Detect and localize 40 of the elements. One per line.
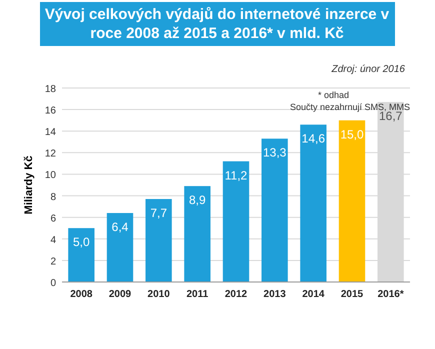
y-tick-label: 18 bbox=[44, 84, 56, 95]
bar bbox=[338, 120, 366, 282]
x-tick-label: 2013 bbox=[264, 289, 286, 300]
data-label: 7,7 bbox=[150, 206, 168, 220]
x-tick-label: 2010 bbox=[148, 289, 170, 300]
data-label: 5,0 bbox=[72, 235, 90, 250]
y-tick-label: 0 bbox=[50, 278, 56, 289]
x-tick-label: 2012 bbox=[224, 289, 248, 300]
x-tick-label: 2008 bbox=[70, 289, 93, 300]
bar bbox=[68, 228, 94, 282]
bar bbox=[184, 186, 210, 282]
x-tick-label: 2014 bbox=[302, 289, 325, 300]
y-tick-label: 8 bbox=[50, 192, 56, 203]
y-tick-label: 16 bbox=[44, 106, 56, 117]
text: Zdroj: únor 2016 bbox=[330, 64, 406, 75]
y-tick-label: 14 bbox=[44, 127, 56, 138]
y-tick-label: 4 bbox=[50, 234, 56, 246]
chart-title: Vývoj celkových výdajů do internetové inzerce v roce 2008 až 2015 a 2016* v mld. Kč bbox=[44, 6, 390, 42]
y-tick-label: 6 bbox=[50, 213, 56, 224]
data-label: 8,9 bbox=[188, 193, 206, 208]
y-tick-label: 10 bbox=[44, 170, 56, 182]
y-tick-label: 12 bbox=[44, 148, 56, 160]
data-label: 15,0 bbox=[340, 127, 364, 142]
bar bbox=[262, 138, 288, 282]
data-label: 6,4 bbox=[112, 220, 129, 234]
x-tick-label: 2016* bbox=[378, 289, 404, 300]
bar bbox=[146, 199, 172, 282]
y-tick-label: 2 bbox=[50, 256, 56, 268]
x-tick-label: 2015 bbox=[340, 289, 364, 300]
x-tick-label: 2009 bbox=[108, 289, 132, 300]
bar bbox=[300, 124, 326, 282]
y-axis-title: Miliardy Kč bbox=[23, 156, 35, 214]
data-label: 11,2 bbox=[224, 168, 248, 182]
x-tick-label: 2011 bbox=[186, 289, 209, 300]
bar bbox=[222, 161, 250, 282]
data-label: 14,6 bbox=[302, 132, 326, 146]
data-label: 13,3 bbox=[262, 146, 287, 160]
annotation: * odhad bbox=[318, 90, 350, 100]
bar bbox=[106, 213, 134, 282]
annotation: Součty nezahrnují SMS, MMS bbox=[290, 102, 410, 112]
